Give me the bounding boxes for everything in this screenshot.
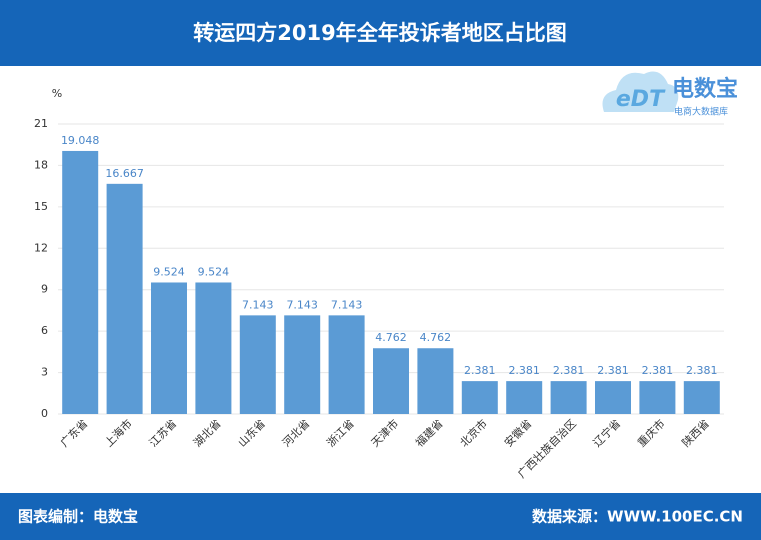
credit: 图表编制：电数宝 [18, 508, 138, 526]
bar [106, 183, 143, 414]
y-tick-label: 6 [41, 324, 48, 337]
bar [151, 282, 187, 414]
bar [373, 348, 409, 414]
y-tick-label: 18 [34, 158, 48, 171]
x-tick-label: 山东省 [236, 417, 269, 450]
x-tick-label: 上海市 [102, 416, 135, 449]
value-label: 7.143 [242, 298, 274, 311]
bar [639, 381, 676, 414]
y-axis-label: % [52, 87, 62, 100]
x-tick-label: 湖北省 [191, 417, 224, 450]
chart-title: 转运四方2019年全年投诉者地区占比图 [193, 21, 566, 45]
bar [595, 381, 631, 414]
bar [328, 315, 365, 414]
source: 数据来源：WWW.100EC.CN [532, 508, 743, 526]
value-label: 16.667 [105, 167, 144, 180]
bar [417, 348, 454, 414]
header-bar [0, 0, 761, 66]
value-label: 7.143 [286, 298, 318, 311]
x-tick-label: 北京市 [457, 416, 490, 449]
value-label: 2.381 [464, 364, 496, 377]
logo-cloud [602, 71, 679, 112]
bar [195, 282, 232, 414]
y-tick-label: 12 [34, 241, 48, 254]
bar [683, 381, 720, 414]
value-label: 9.524 [198, 265, 230, 278]
x-tick-label: 天津市 [368, 416, 401, 449]
bar [550, 381, 587, 414]
x-tick-label: 江苏省 [147, 417, 180, 450]
bar [284, 315, 321, 414]
value-label: 9.524 [153, 265, 185, 278]
x-tick-label: 安徽省 [501, 416, 534, 449]
value-label: 4.762 [420, 331, 452, 344]
bar [506, 381, 543, 414]
bar [239, 315, 276, 414]
logo: eDT 电数宝 电商大数据库 [602, 71, 738, 118]
x-tick-label: 浙江省 [324, 417, 357, 450]
logo-name: 电数宝 [672, 76, 738, 102]
value-label: 2.381 [597, 364, 629, 377]
x-tick-label: 河北省 [280, 417, 313, 450]
value-label: 19.048 [61, 134, 100, 147]
x-tick-label: 重庆市 [634, 416, 667, 449]
value-label: 2.381 [686, 364, 718, 377]
x-tick-label: 广东省 [58, 417, 91, 450]
y-tick-label: 15 [34, 200, 48, 213]
value-label: 7.143 [331, 298, 363, 311]
x-tick-label: 陕西省 [679, 416, 712, 449]
x-tick-label: 辽宁省 [590, 416, 623, 449]
value-label: 2.381 [642, 364, 674, 377]
value-label: 4.762 [375, 331, 407, 344]
y-tick-label: 21 [34, 117, 48, 130]
y-tick-label: 3 [41, 366, 48, 379]
footer-bar [0, 493, 761, 540]
value-label: 2.381 [508, 364, 540, 377]
y-tick-label: 9 [41, 283, 48, 296]
value-label: 2.381 [553, 364, 585, 377]
logo-badge: eDT [616, 87, 666, 112]
x-tick-label: 福建省 [412, 416, 445, 449]
bar [62, 150, 99, 415]
logo-tagline: 电商大数据库 [674, 106, 728, 118]
bar [461, 381, 498, 414]
y-tick-label: 0 [41, 407, 48, 420]
